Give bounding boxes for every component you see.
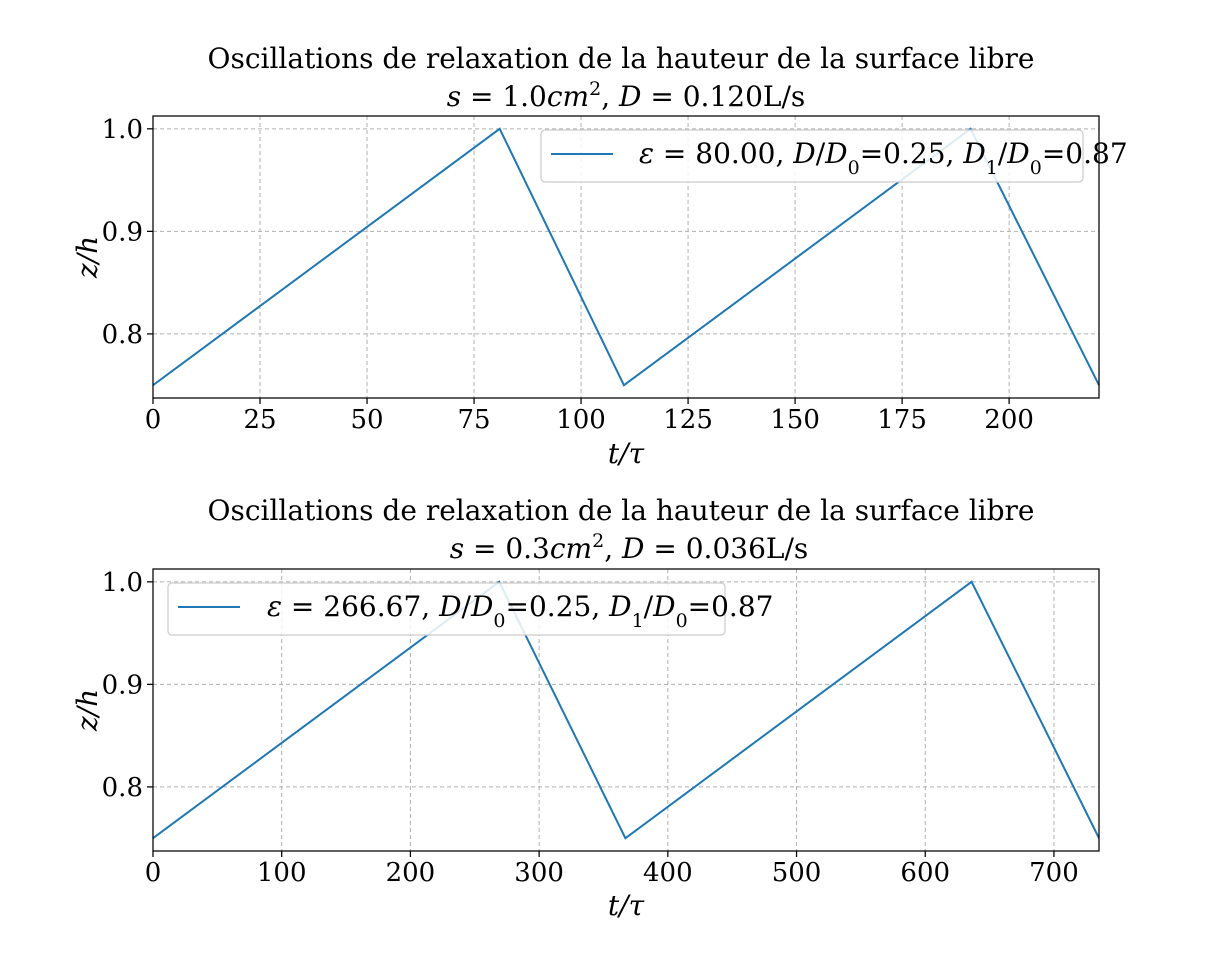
chart-1-gridlines xyxy=(152,116,1099,398)
x-tick-label: 700 xyxy=(1029,858,1079,888)
x-tick-label: 200 xyxy=(984,405,1034,435)
chart-1-subtitle: s = 1.0cm2, D = 0.120L/s xyxy=(447,78,806,113)
x-tick-label: 300 xyxy=(514,858,564,888)
chart-2-ticks: 0 100 200 300 400 500 600 700 0.8 0.9 1.0 xyxy=(102,568,1079,888)
chart-1-series-line xyxy=(152,127,1100,387)
chart-2-series-line xyxy=(152,580,1100,840)
x-tick-label: 0 xyxy=(145,858,162,888)
x-tick-label: 175 xyxy=(877,405,927,435)
chart-1-legend: ε = 80.00, D/D0=0.25, D1/D0=0.87 xyxy=(540,129,1128,183)
x-tick-label: 75 xyxy=(457,405,490,435)
chart-1-y-axis-label: z/h xyxy=(71,236,104,279)
x-tick-label: 25 xyxy=(243,405,276,435)
chart-2-title: Oscillations de relaxation de la hauteur… xyxy=(208,494,1035,527)
chart-1: Oscillations de relaxation de la hauteur… xyxy=(71,42,1128,470)
x-tick-label: 150 xyxy=(770,405,820,435)
y-tick-label: 1.0 xyxy=(102,568,143,598)
chart-1-legend-box xyxy=(540,129,1084,183)
x-tick-label: 600 xyxy=(900,858,950,888)
y-tick-label: 0.9 xyxy=(102,670,143,700)
chart-2-x-axis-label: t/τ xyxy=(608,889,645,922)
y-tick-label: 1.0 xyxy=(102,115,143,145)
chart-2: Oscillations de relaxation de la hauteur… xyxy=(71,494,1100,922)
x-tick-label: 400 xyxy=(643,858,693,888)
chart-1-ticks: 0 25 50 75 100 125 150 175 200 0.8 0.9 1.0 xyxy=(102,115,1034,435)
x-tick-label: 100 xyxy=(556,405,606,435)
chart-2-subtitle: s = 0.3cm2, D = 0.036L/s xyxy=(450,530,809,565)
x-tick-label: 500 xyxy=(772,858,822,888)
chart-2-legend: ε = 266.67, D/D0=0.25, D1/D0=0.87 xyxy=(167,582,773,636)
chart-1-x-axis-label: t/τ xyxy=(608,437,645,470)
x-tick-label: 0 xyxy=(145,405,162,435)
y-tick-label: 0.9 xyxy=(102,217,143,247)
y-tick-label: 0.8 xyxy=(102,773,143,803)
chart-2-plot-frame xyxy=(152,568,1100,852)
chart-2-y-axis-label: z/h xyxy=(71,689,104,732)
chart-1-title: Oscillations de relaxation de la hauteur… xyxy=(208,42,1035,75)
x-tick-label: 125 xyxy=(663,405,713,435)
x-tick-label: 100 xyxy=(257,858,307,888)
x-tick-label: 50 xyxy=(350,405,383,435)
x-tick-label: 200 xyxy=(386,858,436,888)
chart-1-plot-frame xyxy=(152,115,1100,399)
y-tick-label: 0.8 xyxy=(102,320,143,350)
chart-2-legend-box xyxy=(167,582,726,636)
